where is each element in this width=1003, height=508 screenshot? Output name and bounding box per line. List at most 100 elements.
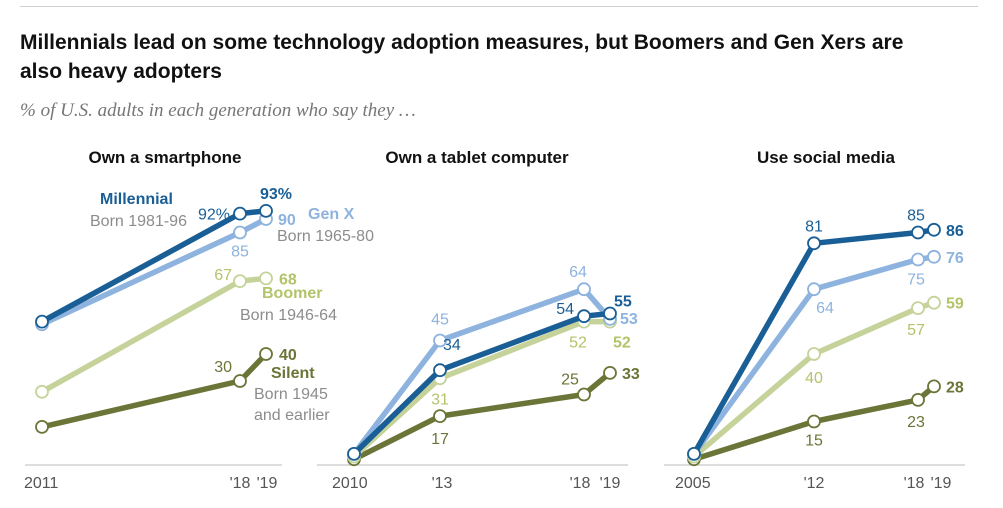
data-point-boomer	[35, 384, 49, 399]
x-tick-label: '19	[931, 475, 952, 492]
data-point-silent	[927, 379, 941, 394]
x-tick-label: '19	[257, 475, 278, 492]
series-line-boomer	[39, 275, 269, 395]
x-tick-label: '12	[804, 475, 825, 492]
data-point-millennial	[433, 363, 447, 378]
data-point-millennial	[911, 225, 925, 240]
data-point-silent	[603, 365, 617, 380]
legend-silent-name: Silent	[271, 365, 315, 382]
data-point-silent	[911, 392, 925, 407]
data-label-millennial: 55	[614, 294, 632, 311]
top-rule	[20, 6, 978, 7]
data-label-boomer: 31	[431, 391, 449, 408]
data-label-genx: 75	[907, 272, 925, 289]
data-label-millennial: 92%	[198, 207, 230, 224]
data-label-boomer: 57	[907, 322, 925, 339]
legend-millennial-born: Born 1981-96	[90, 213, 187, 230]
x-tick-label: '18	[570, 475, 591, 492]
data-label-millennial: 86	[946, 223, 964, 240]
data-label-genx: 85	[231, 244, 249, 261]
series-line-genx	[691, 254, 937, 457]
data-label-boomer: 67	[214, 267, 232, 284]
data-label-boomer: 52	[569, 335, 587, 352]
data-label-boomer: 52	[613, 335, 631, 352]
x-tick-label: '18	[230, 475, 251, 492]
data-point-silent	[259, 347, 273, 361]
data-label-genx: 64	[569, 264, 587, 281]
data-label-genx: 90	[278, 212, 296, 229]
data-point-silent	[35, 419, 49, 434]
x-tick-label: 2011	[24, 475, 59, 492]
data-point-genx	[911, 252, 925, 267]
data-point-boomer	[807, 347, 821, 361]
data-point-boomer	[233, 274, 247, 289]
data-label-silent: 40	[279, 347, 297, 364]
data-label-millennial: 81	[805, 218, 823, 235]
data-point-millennial	[807, 236, 821, 251]
series-line-silent	[351, 370, 613, 463]
panel-title: Own a tablet computer	[385, 148, 569, 167]
series-line-genx	[39, 216, 269, 328]
data-label-silent: 33	[622, 366, 640, 383]
data-point-silent	[577, 387, 591, 402]
data-point-millennial	[603, 306, 617, 321]
chart-subtitle: % of U.S. adults in each generation who …	[20, 100, 416, 121]
data-point-boomer	[259, 271, 273, 286]
legend-boomer-name: Boomer	[262, 285, 322, 302]
data-point-boomer	[911, 301, 925, 316]
data-label-boomer: 40	[805, 370, 823, 387]
data-label-silent: 17	[431, 431, 449, 448]
data-label-genx: 53	[620, 311, 638, 328]
data-point-genx	[433, 333, 447, 348]
data-point-boomer	[927, 295, 941, 310]
data-point-millennial	[347, 446, 361, 461]
x-tick-label: '18	[904, 475, 925, 492]
legend-genx-born: Born 1965-80	[277, 228, 374, 245]
series-line-silent	[39, 351, 269, 430]
data-point-genx	[927, 249, 941, 264]
data-label-silent: 30	[214, 359, 232, 376]
x-tick-label: '13	[432, 475, 453, 492]
data-label-silent: 23	[907, 414, 925, 431]
data-label-boomer: 59	[946, 296, 964, 313]
legend-boomer-born: Born 1946-64	[240, 307, 337, 324]
data-label-silent: 15	[805, 433, 823, 450]
data-label-boomer: 68	[279, 271, 297, 288]
data-point-millennial	[259, 203, 273, 218]
data-point-genx	[577, 282, 591, 297]
data-point-silent	[233, 374, 247, 388]
data-point-silent	[433, 409, 447, 424]
series-line-boomer	[351, 318, 613, 460]
data-label-genx: 76	[946, 250, 964, 267]
x-tick-label: 2005	[675, 475, 711, 492]
data-point-millennial	[233, 206, 247, 221]
x-tick-label: 2010	[332, 475, 368, 492]
data-label-silent: 28	[946, 379, 964, 396]
data-label-millennial: 85	[907, 208, 925, 225]
data-point-genx	[807, 282, 821, 297]
data-point-millennial	[687, 446, 701, 461]
data-point-silent	[807, 414, 821, 429]
series-line-millennial	[691, 227, 937, 457]
data-point-millennial	[577, 309, 591, 324]
x-tick-label: '19	[600, 475, 621, 492]
data-label-millennial: 93%	[260, 186, 292, 203]
data-label-genx: 64	[816, 300, 834, 317]
legend-millennial-name: Millennial	[100, 191, 173, 208]
legend-silent-born: and earlier	[254, 407, 330, 424]
legend-genx-name: Gen X	[308, 206, 355, 223]
panel-title: Use social media	[757, 148, 896, 167]
chart-title: Millennials lead on some technology adop…	[20, 31, 904, 83]
data-label-millennial: 54	[556, 301, 574, 318]
panel-title: Own a smartphone	[88, 148, 241, 167]
series-line-millennial	[351, 310, 613, 457]
legend-silent-born: Born 1945	[254, 386, 328, 403]
series-line-silent	[691, 383, 937, 463]
data-label-silent: 25	[561, 372, 579, 389]
data-label-genx: 45	[431, 312, 449, 329]
data-label-millennial: 34	[443, 337, 461, 354]
data-point-genx	[233, 225, 247, 240]
data-point-millennial	[35, 314, 49, 329]
series-line-genx	[351, 286, 613, 457]
